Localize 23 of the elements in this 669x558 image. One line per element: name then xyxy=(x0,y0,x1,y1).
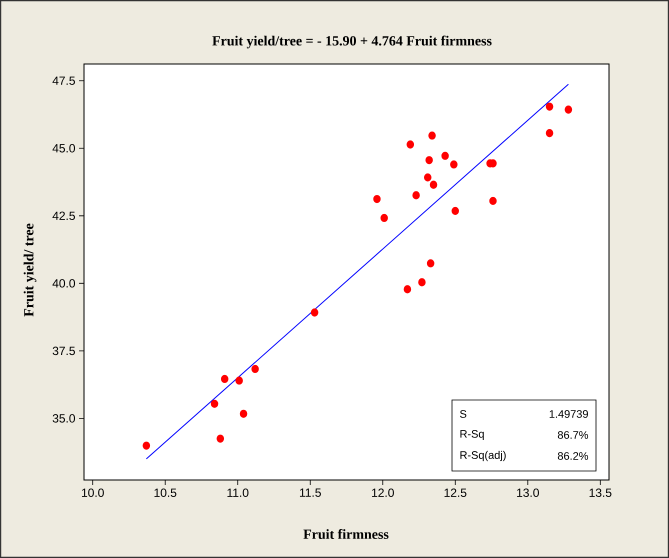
x-tick-label: 10.0 xyxy=(82,488,104,497)
annotation: R-Sq(adj) xyxy=(460,450,506,462)
x-tick-label: 11.0 xyxy=(227,488,248,497)
x-tick-label: 11.5 xyxy=(300,488,321,497)
chart-title: Fruit yield/tree = - 15.90 + 4.764 Fruit firmness xyxy=(212,36,492,48)
x-tick-label: 12.5 xyxy=(444,488,466,497)
annotation: 1.49739 xyxy=(550,410,588,418)
x-tick-label: 12.0 xyxy=(372,488,394,497)
y-tick-label: 42.5 xyxy=(52,212,75,220)
y-tick-label: 45.0 xyxy=(52,144,76,152)
annotation: S xyxy=(460,410,466,418)
x-axis-title: Fruit firmness xyxy=(303,528,388,539)
x-tick-label: 13.0 xyxy=(517,488,539,497)
y-tick-label: 47.5 xyxy=(52,76,75,85)
x-tick-label: 13.5 xyxy=(590,488,612,497)
y-tick-label: 35.0 xyxy=(52,414,76,423)
annotation: 86.7% xyxy=(558,431,588,439)
annotation: R-Sq xyxy=(460,430,484,440)
y-axis-title: Fruit yield/ tree xyxy=(24,224,36,316)
y-tick-label: 40.0 xyxy=(52,279,76,288)
annotation: 86.2% xyxy=(558,452,588,460)
y-tick-label: 37.5 xyxy=(52,346,75,356)
x-tick-label: 10.5 xyxy=(154,488,176,497)
